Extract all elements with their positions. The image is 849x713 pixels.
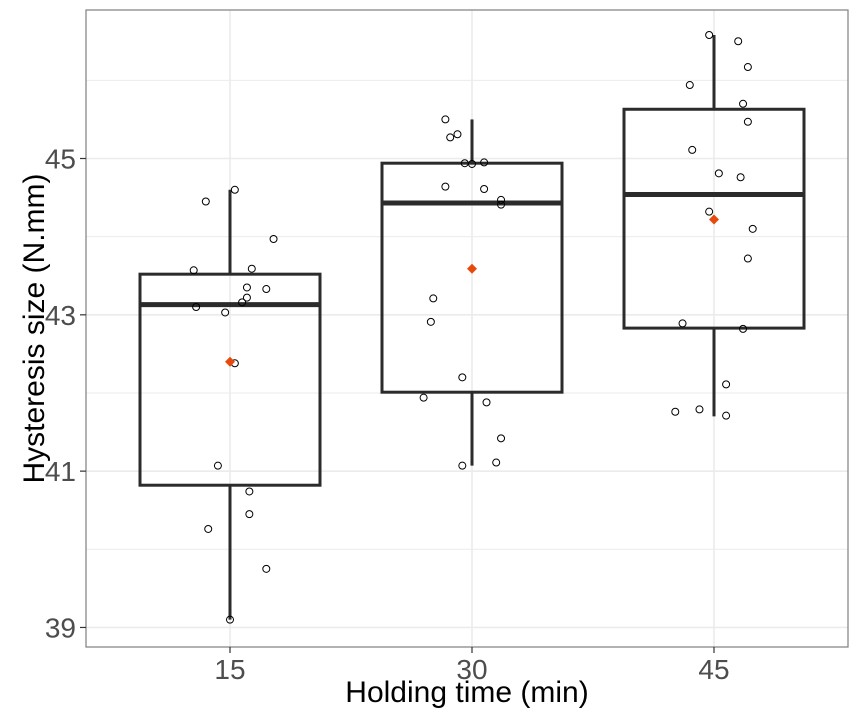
panel-border [85,9,849,648]
data-point [242,283,251,292]
y-tick-label: 41 [45,456,76,487]
box-30 [380,119,564,466]
data-point [748,224,757,233]
x-axis-title: Holding time (min) [345,676,588,709]
data-point [678,319,687,328]
box-iqr [380,161,564,394]
data-point [230,185,239,194]
data-point [497,434,506,443]
y-axis-title: Hysteresis size (N.mm) [18,173,51,483]
data-point [262,564,271,573]
data-point [468,159,476,168]
mean-marker [467,263,477,274]
data-point [238,298,247,307]
data-point [226,615,234,624]
data-point [739,99,748,108]
x-tick-label: 45 [698,654,729,685]
data-point [221,308,230,317]
data-point [734,37,743,46]
data-point [247,264,256,273]
data-point [695,405,704,414]
data-point [245,510,254,519]
data-point [441,115,450,124]
box-15 [138,189,322,620]
box-iqr [622,107,806,330]
data-point [458,461,467,470]
data-point [189,266,198,275]
data-point [429,294,438,303]
data-point [480,184,489,193]
mean-marker [709,214,719,225]
data-point [458,373,467,382]
data-point [743,254,752,263]
y-tick-label: 45 [45,144,76,175]
data-point [497,200,506,209]
y-tick-label: 39 [45,612,76,643]
y-tick-label: 43 [45,300,76,331]
data-point [426,317,435,326]
data-point [722,380,731,389]
data-point [705,207,714,216]
x-tick-label: 15 [214,654,245,685]
data-point [245,487,254,496]
data-point [482,398,491,407]
data-point [419,393,428,402]
box-45 [622,35,806,417]
data-point [688,145,697,154]
data-point [192,303,201,312]
data-point [685,81,694,90]
x-tick-label: 30 [456,654,487,685]
data-point [269,235,278,244]
data-point [743,63,752,72]
data-point [705,31,714,40]
data-point [242,293,251,302]
data-point [262,285,271,294]
data-point [201,197,210,206]
axis-ticks: 39 41 43 45 15 30 45 [45,144,730,685]
data-point [213,461,222,470]
data-point [722,411,731,420]
data-point [743,117,752,126]
data-point [497,195,506,204]
data-point [480,158,489,167]
data-point [441,182,450,191]
data-point [446,133,455,142]
grid-lines [86,10,848,647]
data-point [453,130,462,139]
mean-markers [225,214,719,367]
box-layer [138,35,806,620]
mean-marker [225,356,235,367]
data-point [739,324,748,333]
data-point [204,524,213,533]
data-point [714,169,723,178]
box-iqr [138,272,322,487]
data-point [671,407,680,416]
data-point [736,173,745,182]
data-point [492,458,501,467]
